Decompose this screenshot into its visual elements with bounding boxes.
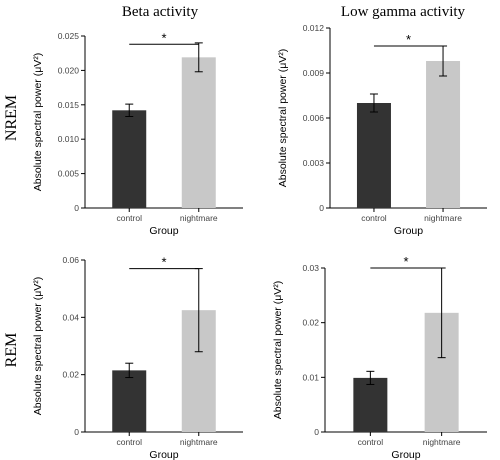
significance-star: * [403, 254, 408, 269]
x-tick-label-nightmare: nightmare [180, 213, 218, 223]
x-tick-label-control: control [116, 213, 142, 223]
y-tick-label: 0.06 [62, 255, 79, 265]
y-tick-label: 0.003 [303, 158, 325, 168]
y-tick-label: 0.02 [302, 318, 319, 328]
column-title-low-gamma: Low gamma activity [341, 4, 466, 20]
y-tick-label: 0 [319, 203, 324, 213]
column-title-beta: Beta activity [122, 4, 199, 20]
y-tick-label: 0.009 [303, 68, 325, 78]
y-tick-label: 0.015 [58, 100, 80, 110]
bar-control [353, 377, 388, 432]
x-axis-title: Group [394, 225, 423, 237]
x-tick-label-control: control [116, 437, 142, 447]
y-tick-label: 0 [74, 427, 79, 437]
significance-star: * [406, 32, 411, 47]
row-title-rem: REM [3, 333, 20, 368]
y-tick-label: 0.02 [62, 370, 79, 380]
y-tick-label: 0.020 [58, 65, 80, 75]
x-tick-label-control: control [361, 213, 387, 223]
bar-control [356, 103, 391, 208]
bar-control [112, 110, 147, 208]
bar-control [112, 370, 147, 432]
significance-star: * [161, 30, 166, 45]
x-tick-label-nightmare: nightmare [180, 437, 218, 447]
significance-star: * [161, 255, 166, 270]
y-tick-label: 0.025 [58, 31, 80, 41]
row-title-nrem: NREM [3, 95, 20, 141]
y-axis-title: Absolute spectral power (μV²) [277, 49, 289, 188]
y-tick-label: 0.010 [58, 134, 80, 144]
chart-panel-2: 0 0.003 0.006 0.009 0.012 control nightmareGro… [277, 23, 487, 237]
bar-nightmare [426, 61, 461, 208]
y-tick-label: 0.01 [302, 372, 319, 382]
y-tick-label: 0.012 [303, 23, 325, 33]
y-axis-title: Absolute spectral power (μV²) [32, 53, 44, 192]
x-tick-label-nightmare: nightmare [424, 213, 462, 223]
y-tick-label: 0.04 [62, 312, 79, 322]
x-axis-title: Group [391, 449, 420, 460]
x-axis-title: Group [149, 449, 178, 460]
y-tick-label: 0.006 [303, 113, 325, 123]
x-tick-label-control: control [358, 437, 384, 447]
y-tick-label: 0 [74, 203, 79, 213]
x-axis-title: Group [149, 225, 178, 237]
bar-nightmare [181, 57, 216, 208]
x-tick-label-nightmare: nightmare [423, 437, 461, 447]
chart-panel-1: 0 0.005 0.010 0.015 0.020 0.025 control nightma… [32, 30, 243, 237]
y-tick-label: 0.03 [302, 263, 319, 273]
y-axis-title: Absolute spectral power (μV²) [272, 281, 284, 420]
y-tick-label: 0 [314, 427, 319, 437]
y-axis-title: Absolute spectral power (μV²) [32, 277, 44, 416]
y-tick-label: 0.005 [58, 169, 80, 179]
